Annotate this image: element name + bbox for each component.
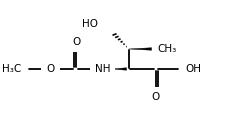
Polygon shape [112, 68, 126, 70]
Text: O: O [72, 37, 80, 47]
Text: CH₃: CH₃ [156, 44, 175, 54]
Polygon shape [128, 48, 151, 50]
Text: H₃C: H₃C [2, 64, 21, 74]
Text: OH: OH [185, 64, 200, 74]
Text: NH: NH [94, 64, 110, 74]
Text: HO: HO [82, 19, 98, 29]
Text: O: O [46, 64, 54, 74]
Text: O: O [151, 92, 159, 102]
